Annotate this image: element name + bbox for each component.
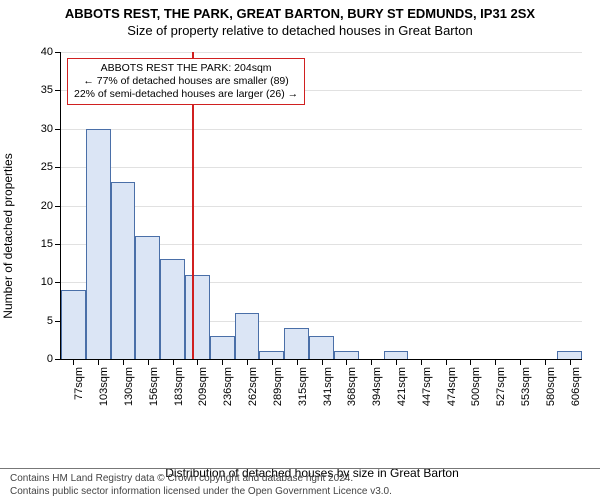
footer-attribution: Contains HM Land Registry data © Crown c… [0, 468, 600, 498]
y-tick [55, 244, 61, 245]
y-tick-label: 20 [41, 200, 53, 212]
plot-area: 051015202530354077sqm103sqm130sqm156sqm1… [60, 52, 582, 360]
histogram-bar [111, 182, 136, 359]
histogram-bar [235, 313, 260, 359]
x-tick [371, 359, 372, 365]
y-tick-label: 40 [41, 46, 53, 58]
x-tick-label: 262sqm [247, 367, 259, 406]
annotation-box: ABBOTS REST THE PARK: 204sqm ← 77% of de… [67, 58, 305, 105]
y-tick [55, 359, 61, 360]
histogram-bar [557, 351, 582, 359]
x-tick-label: 183sqm [173, 367, 185, 406]
y-tick [55, 90, 61, 91]
x-tick-label: 289sqm [272, 367, 284, 406]
y-axis-label: Number of detached properties [1, 153, 15, 318]
x-tick [297, 359, 298, 365]
gridline [61, 129, 582, 130]
x-tick-label: 500sqm [470, 367, 482, 406]
y-tick-label: 25 [41, 161, 53, 173]
x-tick-label: 580sqm [545, 367, 557, 406]
x-tick [247, 359, 248, 365]
x-tick [98, 359, 99, 365]
x-tick-label: 421sqm [396, 367, 408, 406]
y-tick [55, 129, 61, 130]
page-title-1: ABBOTS REST, THE PARK, GREAT BARTON, BUR… [0, 6, 600, 21]
annotation-line: ← 77% of detached houses are smaller (89… [74, 75, 298, 88]
x-tick-label: 527sqm [495, 367, 507, 406]
x-tick-label: 394sqm [371, 367, 383, 406]
x-tick-label: 130sqm [123, 367, 135, 406]
gridline [61, 206, 582, 207]
histogram-bar [334, 351, 359, 359]
histogram-bar [86, 129, 111, 359]
x-tick-label: 315sqm [297, 367, 309, 406]
x-tick-label: 236sqm [222, 367, 234, 406]
x-tick [123, 359, 124, 365]
x-tick [545, 359, 546, 365]
x-tick [470, 359, 471, 365]
histogram-bar [135, 236, 160, 359]
x-tick-label: 474sqm [446, 367, 458, 406]
y-tick-label: 30 [41, 123, 53, 135]
x-tick [396, 359, 397, 365]
y-tick-label: 35 [41, 84, 53, 96]
y-tick-label: 10 [41, 276, 53, 288]
x-tick-label: 447sqm [421, 367, 433, 406]
x-tick [272, 359, 273, 365]
x-tick-label: 209sqm [197, 367, 209, 406]
annotation-line: 22% of semi-detached houses are larger (… [74, 88, 298, 101]
x-tick [421, 359, 422, 365]
annotation-line: ABBOTS REST THE PARK: 204sqm [74, 62, 298, 75]
x-tick-label: 156sqm [148, 367, 160, 406]
x-tick [73, 359, 74, 365]
histogram-bar [210, 336, 235, 359]
y-tick-label: 0 [47, 353, 53, 365]
y-tick-label: 5 [47, 315, 53, 327]
y-tick [55, 52, 61, 53]
x-tick [322, 359, 323, 365]
y-tick [55, 167, 61, 168]
x-tick [570, 359, 571, 365]
x-tick [222, 359, 223, 365]
x-tick [148, 359, 149, 365]
page-title-2: Size of property relative to detached ho… [0, 23, 600, 38]
x-tick-label: 606sqm [570, 367, 582, 406]
y-tick-label: 15 [41, 238, 53, 250]
x-tick [173, 359, 174, 365]
x-tick [346, 359, 347, 365]
histogram-bar [185, 275, 210, 359]
histogram-bar [160, 259, 185, 359]
x-tick [197, 359, 198, 365]
footer-line-2: Contains public sector information licen… [10, 485, 600, 498]
histogram-bar [309, 336, 334, 359]
y-tick [55, 206, 61, 207]
x-tick-label: 103sqm [98, 367, 110, 406]
histogram-bar [384, 351, 409, 359]
histogram-bar [61, 290, 86, 359]
x-tick [495, 359, 496, 365]
x-tick-label: 341sqm [322, 367, 334, 406]
x-tick [446, 359, 447, 365]
y-tick [55, 282, 61, 283]
x-tick-label: 77sqm [73, 367, 85, 400]
x-tick-label: 368sqm [346, 367, 358, 406]
histogram-bar [259, 351, 284, 359]
gridline [61, 167, 582, 168]
footer-line-1: Contains HM Land Registry data © Crown c… [10, 472, 600, 485]
histogram-chart: Number of detached properties 0510152025… [36, 44, 588, 428]
histogram-bar [284, 328, 309, 359]
x-tick-label: 553sqm [520, 367, 532, 406]
gridline [61, 52, 582, 53]
x-tick [520, 359, 521, 365]
